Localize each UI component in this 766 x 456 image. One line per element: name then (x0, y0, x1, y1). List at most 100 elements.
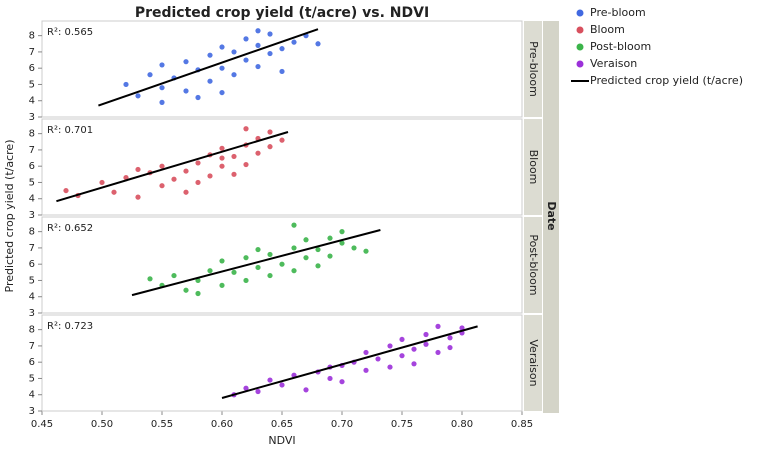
panel-label: Pre-bloom (527, 41, 540, 97)
y-tick-label: 6 (29, 63, 35, 74)
y-tick-label: 8 (29, 31, 35, 42)
point (231, 171, 237, 177)
fit-line (221, 325, 478, 399)
point (339, 240, 345, 246)
point (231, 153, 237, 160)
point (231, 269, 237, 275)
point (219, 44, 225, 50)
point (351, 245, 357, 251)
panel-label: Post-bloom (527, 234, 540, 295)
point (315, 41, 321, 47)
fit-line (98, 28, 319, 107)
y-tick-label: 7 (29, 243, 35, 254)
y-tick-label: 5 (29, 275, 35, 286)
point (291, 222, 297, 228)
point (267, 251, 273, 258)
point (255, 28, 261, 34)
point (387, 343, 393, 349)
point (135, 166, 141, 173)
point (123, 81, 129, 88)
point (207, 52, 213, 58)
y-tick-label: 6 (29, 259, 35, 270)
y-tick-label: 5 (29, 373, 35, 384)
y-tick-label: 4 (29, 194, 35, 205)
point (435, 349, 441, 356)
point (183, 189, 189, 195)
point (339, 379, 345, 385)
point (195, 290, 201, 297)
y-tick-label: 5 (29, 177, 35, 188)
legend-marker (576, 60, 584, 68)
y-tick-label: 8 (29, 325, 35, 336)
panel-strip (524, 217, 542, 313)
point (255, 42, 261, 49)
y-tick-label: 8 (29, 129, 35, 140)
point (267, 50, 273, 57)
point (435, 323, 441, 329)
point (399, 336, 405, 343)
y-tick-label: 6 (29, 357, 35, 368)
legend-label: Post-bloom (590, 40, 651, 53)
point (411, 346, 417, 352)
point (111, 189, 117, 195)
point (183, 59, 189, 65)
panel-strip (524, 119, 542, 215)
legend-marker (576, 26, 584, 34)
point (243, 126, 249, 132)
point (183, 88, 189, 94)
y-tick-label: 4 (29, 96, 35, 107)
point (363, 367, 369, 373)
point (315, 263, 321, 269)
panel-label: Veraison (527, 339, 540, 386)
y-tick-label: 5 (29, 79, 35, 90)
x-tick-label: 0.50 (91, 419, 113, 430)
point (303, 237, 309, 243)
point (375, 356, 381, 362)
y-tick-label: 6 (29, 161, 35, 172)
point (159, 99, 165, 105)
point (291, 245, 297, 251)
point (255, 246, 261, 253)
point (219, 145, 225, 151)
y-tick-label: 3 (29, 112, 35, 123)
point (159, 62, 165, 68)
point (195, 179, 201, 186)
point (423, 341, 429, 347)
point (255, 388, 261, 395)
point (159, 163, 165, 169)
point (195, 94, 201, 101)
r2-label: R²: 0.652 (47, 223, 93, 234)
y-axis-label: Predicted crop yield (t/acre) (3, 140, 16, 293)
point (255, 150, 261, 156)
point (219, 155, 225, 161)
point (147, 276, 153, 282)
y-tick-label: 3 (29, 308, 35, 319)
point (255, 63, 261, 70)
point (123, 174, 129, 181)
point (231, 72, 237, 78)
panel-frame (41, 314, 523, 412)
y-tick-label: 7 (29, 145, 35, 156)
point (291, 268, 297, 274)
r2-label: R²: 0.565 (47, 27, 93, 38)
x-tick-label: 0.55 (151, 419, 173, 430)
point (279, 382, 285, 388)
point (219, 163, 225, 169)
y-tick-label: 4 (29, 390, 35, 401)
fit-line (56, 131, 289, 203)
point (303, 255, 309, 261)
point (183, 168, 189, 174)
legend-label: Pre-bloom (590, 6, 646, 19)
r2-label: R²: 0.723 (47, 321, 93, 332)
point (303, 387, 309, 393)
panel-frame (41, 20, 523, 118)
point (207, 173, 213, 179)
point (423, 331, 429, 338)
point (159, 183, 165, 189)
point (279, 261, 285, 267)
y-tick-label: 3 (29, 406, 35, 417)
point (171, 176, 177, 182)
point (363, 349, 369, 356)
point (99, 179, 105, 186)
point (135, 93, 141, 99)
